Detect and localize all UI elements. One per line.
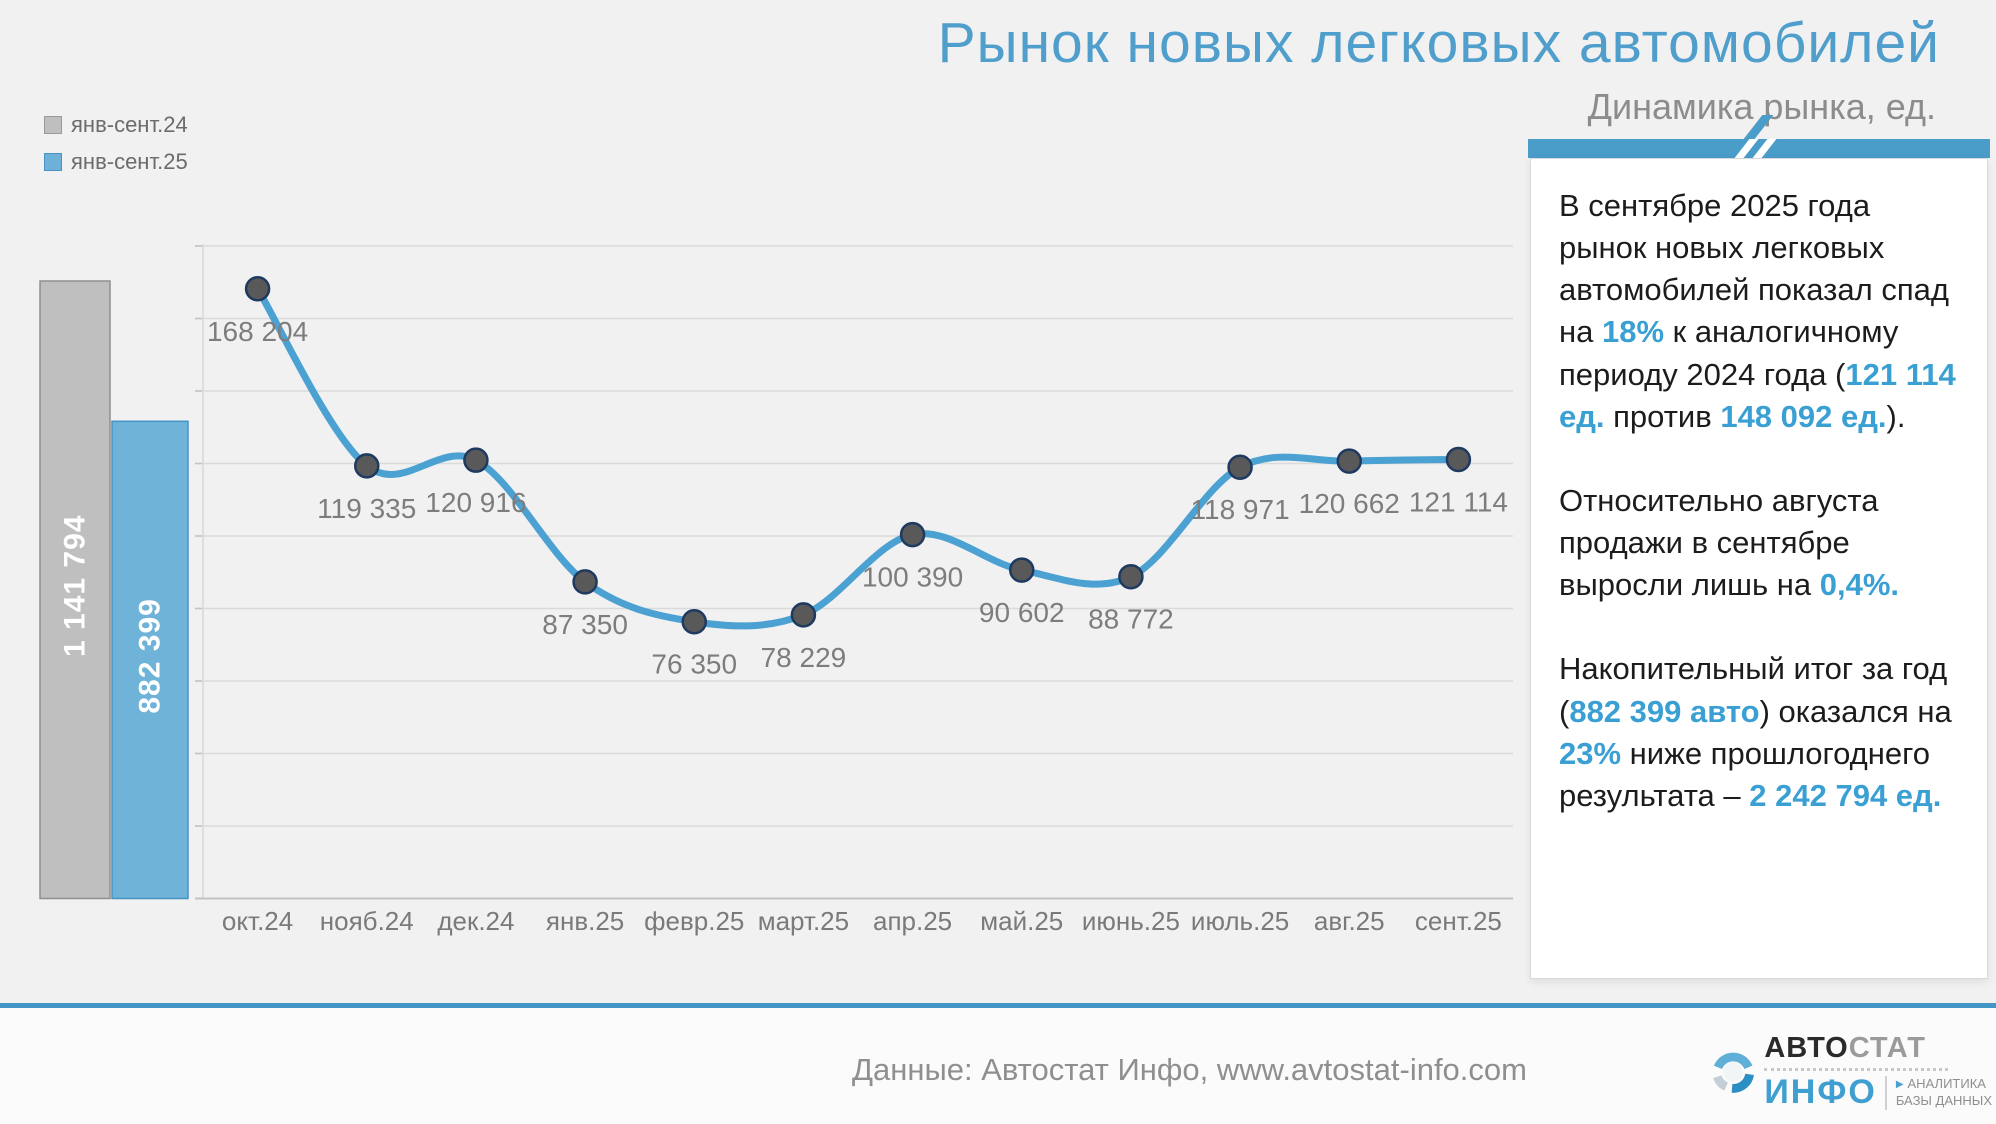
logo-tagline-row: ▶ АНАЛИТИКА [1896, 1076, 1992, 1093]
callout-text: против [1604, 398, 1721, 434]
x-axis-label: июль.25 [1191, 906, 1289, 936]
legend-item-2025: янв-сент.25 [44, 149, 188, 175]
cumulative-bar [39, 280, 111, 900]
data-point-label: 87 350 [542, 609, 628, 640]
logo-brand-light: СТАТ [1848, 1032, 1927, 1064]
avtostat-logo: АВТОСТАТ ИНФО ▶ АНАЛИТИКА БАЗЫ ДАННЫХ [1708, 1028, 1992, 1116]
data-point-label: 100 390 [862, 562, 963, 593]
x-axis-label: янв.25 [546, 906, 624, 936]
x-axis-label: авг.25 [1314, 906, 1385, 936]
data-point-marker [463, 447, 489, 473]
data-point-marker [1445, 446, 1472, 473]
callout-text: Накопительный итог за год ( [1559, 651, 1948, 729]
logo-brand-bold: АВТО [1764, 1032, 1849, 1064]
footer-background [0, 1008, 1996, 1124]
line-series [254, 285, 1462, 630]
page-title: Рынок новых легковых автомобилей [937, 11, 1940, 75]
x-axis-label: май.25 [980, 906, 1063, 936]
data-point-label: 119 335 [317, 493, 416, 524]
callout-text: ) оказался на [1759, 693, 1952, 729]
cumulative-bar [111, 420, 189, 900]
logo-tagline: ▶ АНАЛИТИКА БАЗЫ ДАННЫХ [1896, 1076, 1992, 1110]
data-source-text: Данные: Автостат Инфо, www.avtostat-info… [852, 1052, 1527, 1087]
x-axis-label: нояб.24 [320, 906, 414, 936]
data-point-label: 88 772 [1088, 604, 1174, 635]
callout-highlight: 0,4%. [1819, 567, 1900, 603]
x-axis-label: сент.25 [1415, 906, 1502, 936]
bar-value-label: 1 141 794 [59, 515, 92, 657]
callout-text: Относительно августа продажи в сентябре … [1559, 482, 1879, 603]
callout-text: ). [1886, 398, 1906, 434]
logo-vertical-divider [1884, 1075, 1887, 1110]
avtostat-logo-text: АВТОСТАТ ИНФО ▶ АНАЛИТИКА БАЗЫ ДАННЫХ [1764, 1032, 1992, 1112]
data-point-marker [354, 453, 380, 479]
legend-swatch-gray [44, 116, 62, 134]
callout-text: В сентябре 2025 года рынок новых легковы… [1559, 188, 1949, 350]
callout-highlight: 148 092 ед. [1720, 398, 1887, 434]
logo-sub-line: ИНФО ▶ АНАЛИТИКА БАЗЫ ДАННЫХ [1764, 1073, 1992, 1112]
x-axis-label: окт.24 [222, 906, 293, 936]
x-axis-label: апр.25 [873, 906, 952, 936]
data-point-label: 121 114 [1409, 486, 1508, 517]
callout-paragraph: Относительно августа продажи в сентябре … [1559, 480, 1961, 606]
data-point-marker [244, 276, 271, 302]
bar-value-label: 882 399 [134, 598, 167, 713]
data-point-label: 90 602 [979, 597, 1065, 628]
legend-swatch-blue [44, 153, 62, 171]
data-point-marker [1227, 454, 1253, 480]
callout-highlight: 23% [1559, 735, 1622, 771]
legend-item-2024: янв-сент.24 [44, 112, 188, 138]
callout-highlight: 882 399 авто [1569, 693, 1760, 729]
x-axis-label: февр.25 [644, 906, 744, 936]
data-point-marker [1118, 563, 1144, 590]
callout-highlight: 18% [1601, 314, 1665, 350]
x-axis-label: март.25 [758, 906, 849, 936]
data-point-marker [572, 569, 598, 595]
data-point-label: 168 204 [207, 316, 308, 347]
callout-highlight: 121 114 ед. [1559, 356, 1956, 434]
x-axis-label: дек.24 [437, 906, 514, 936]
data-point-marker [790, 602, 817, 628]
logo-tagline-1: АНАЛИТИКА [1907, 1075, 1986, 1091]
callout-highlight: 2 242 794 ед. [1749, 777, 1942, 813]
data-point-label: 118 971 [1191, 494, 1290, 525]
play-icon: ▶ [1895, 1078, 1904, 1090]
data-point-label: 120 662 [1299, 488, 1400, 519]
logo-info-label: ИНФО [1764, 1073, 1877, 1111]
data-point-label: 120 916 [425, 487, 526, 518]
callout-text: ниже прошлогоднего результата – [1559, 735, 1931, 813]
data-point-marker [899, 521, 926, 548]
logo-tagline-2: БАЗЫ ДАННЫХ [1895, 1092, 1992, 1108]
logo-brand-line: АВТОСТАТ [1764, 1032, 1992, 1065]
legend-label: янв-сент.24 [71, 112, 188, 137]
callout-paragraph: Накопительный итог за год (882 399 авто)… [1559, 648, 1961, 817]
callout-paragraph: В сентябре 2025 года рынок новых легковы… [1559, 185, 1961, 438]
data-point-marker [1336, 448, 1362, 474]
data-point-marker [681, 608, 707, 635]
chart-legend: янв-сент.24 янв-сент.25 [44, 112, 188, 186]
callout-panel: В сентябре 2025 года рынок новых легковы… [1530, 158, 1988, 979]
avtostat-logo-icon [1713, 1052, 1754, 1093]
data-point-label: 76 350 [651, 649, 737, 680]
x-axis-label: июнь.25 [1082, 906, 1180, 936]
logo-dotted-separator [1764, 1068, 1949, 1071]
data-point-marker [1009, 557, 1035, 583]
legend-label: янв-сент.25 [71, 149, 188, 174]
data-point-label: 78 229 [761, 642, 847, 673]
callout-text: к аналогичному периоду 2024 года ( [1559, 314, 1899, 392]
footer-divider [0, 1003, 1996, 1008]
